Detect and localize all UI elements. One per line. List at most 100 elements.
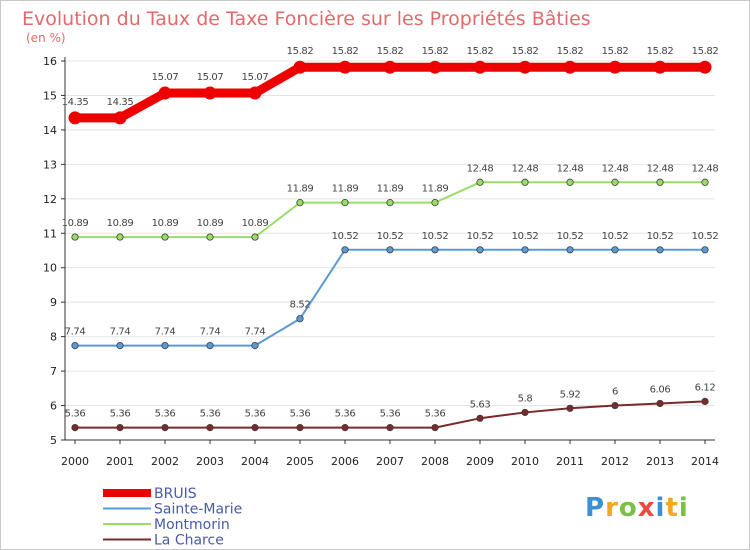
- x-tick-label: 2009: [466, 455, 494, 468]
- data-label: 15.82: [602, 46, 629, 57]
- data-label: 11.89: [332, 184, 359, 195]
- logo-letter: P: [585, 493, 605, 523]
- data-label: 5.92: [560, 389, 581, 400]
- data-point: [476, 414, 484, 422]
- data-label: 12.48: [647, 163, 674, 174]
- data-label: 5.36: [425, 409, 446, 420]
- data-label: 5.36: [335, 409, 356, 420]
- x-tick-label: 2010: [511, 455, 539, 468]
- logo-letter: o: [619, 493, 638, 523]
- y-tick-label: 16: [43, 55, 57, 68]
- logo-wordmark: Proxiti: [585, 493, 689, 523]
- data-label: 15.82: [287, 46, 314, 57]
- y-tick-label: 10: [43, 262, 57, 275]
- data-label: 15.07: [242, 72, 269, 83]
- data-label: 7.74: [245, 327, 266, 338]
- y-tick-label: 12: [43, 193, 57, 206]
- legend-label: Sainte-Marie: [154, 502, 242, 518]
- data-point: [386, 199, 394, 207]
- y-tick-label: 13: [43, 158, 57, 171]
- data-point: [161, 341, 169, 350]
- data-point: [251, 341, 259, 350]
- data-point: [611, 246, 619, 254]
- data-label: 5.36: [380, 409, 401, 420]
- data-label: 5.36: [155, 409, 176, 420]
- data-point: [566, 178, 574, 186]
- data-point: [611, 401, 619, 410]
- data-point: [611, 178, 619, 186]
- data-label: 12.48: [512, 163, 539, 174]
- x-tick-label: 2006: [331, 455, 359, 468]
- data-label: 10.52: [422, 231, 449, 242]
- data-label: 5.36: [110, 409, 131, 420]
- data-label: 7.74: [155, 327, 176, 338]
- data-point: [116, 233, 124, 241]
- data-point: [476, 178, 484, 186]
- y-tick-label: 5: [50, 434, 57, 447]
- data-point: [653, 60, 667, 74]
- data-point: [701, 178, 709, 186]
- data-point: [338, 60, 352, 74]
- data-point: [701, 397, 709, 406]
- x-tick-label: 2005: [286, 455, 314, 468]
- data-point: [251, 423, 259, 432]
- data-point: [161, 233, 169, 241]
- data-label: 6: [612, 387, 618, 398]
- x-tick-label: 2011: [556, 455, 584, 468]
- data-label: 5.8: [518, 393, 533, 404]
- data-point: [116, 341, 124, 350]
- data-point: [68, 111, 82, 125]
- data-label: 5.36: [290, 409, 311, 420]
- data-label: 12.48: [602, 163, 629, 174]
- data-point: [473, 60, 487, 74]
- data-point: [431, 199, 439, 207]
- y-tick-label: 6: [50, 400, 57, 413]
- data-point: [428, 60, 442, 74]
- data-point: [161, 423, 169, 432]
- data-point: [698, 60, 712, 74]
- data-label: 6.06: [650, 384, 671, 395]
- series-bruis: 14.35 14.35 15.07 15.07 15.07 15.82 15.82 15.82…: [62, 46, 719, 125]
- y-axis-unit: (en %): [26, 31, 66, 45]
- data-label: 10.89: [152, 218, 179, 229]
- data-point: [206, 423, 214, 432]
- x-tick-label: 2008: [421, 455, 449, 468]
- data-label: 10.52: [332, 231, 359, 242]
- data-label: 15.82: [422, 46, 449, 57]
- data-label: 11.89: [377, 184, 404, 195]
- logo-letter: r: [605, 493, 619, 523]
- series-sainte-marie: 7.74 7.74 7.74 7.74 7.74 8.52 10.52 10.52 10.52 1…: [65, 231, 719, 350]
- data-label: 12.48: [692, 163, 719, 174]
- data-point: [203, 86, 217, 100]
- data-point: [71, 423, 79, 432]
- x-tick-label: 2014: [691, 455, 719, 468]
- data-point: [296, 199, 304, 207]
- logo-letter: i: [679, 493, 689, 523]
- data-point: [701, 246, 709, 254]
- x-tick-label: 2013: [646, 455, 674, 468]
- chart-title: Evolution du Taux de Taxe Foncière sur l…: [22, 8, 591, 30]
- y-tick-label: 15: [43, 89, 57, 102]
- data-label: 15.82: [512, 46, 539, 57]
- data-label: 10.52: [692, 231, 719, 242]
- data-point: [566, 404, 574, 412]
- data-point: [206, 341, 214, 350]
- data-point: [113, 111, 127, 125]
- data-label: 10.89: [242, 218, 269, 229]
- data-label: 10.52: [557, 231, 584, 242]
- data-point: [71, 341, 79, 350]
- data-label: 10.52: [602, 231, 629, 242]
- data-label: 15.82: [332, 46, 359, 57]
- x-tick-label: 2000: [61, 455, 89, 468]
- x-tick-label: 2001: [106, 455, 134, 468]
- data-label: 7.74: [65, 327, 86, 338]
- data-point: [563, 60, 577, 74]
- data-point: [431, 423, 439, 432]
- data-label: 15.07: [152, 72, 179, 83]
- data-label: 10.52: [377, 231, 404, 242]
- data-point: [656, 399, 664, 408]
- data-label: 15.07: [197, 72, 224, 83]
